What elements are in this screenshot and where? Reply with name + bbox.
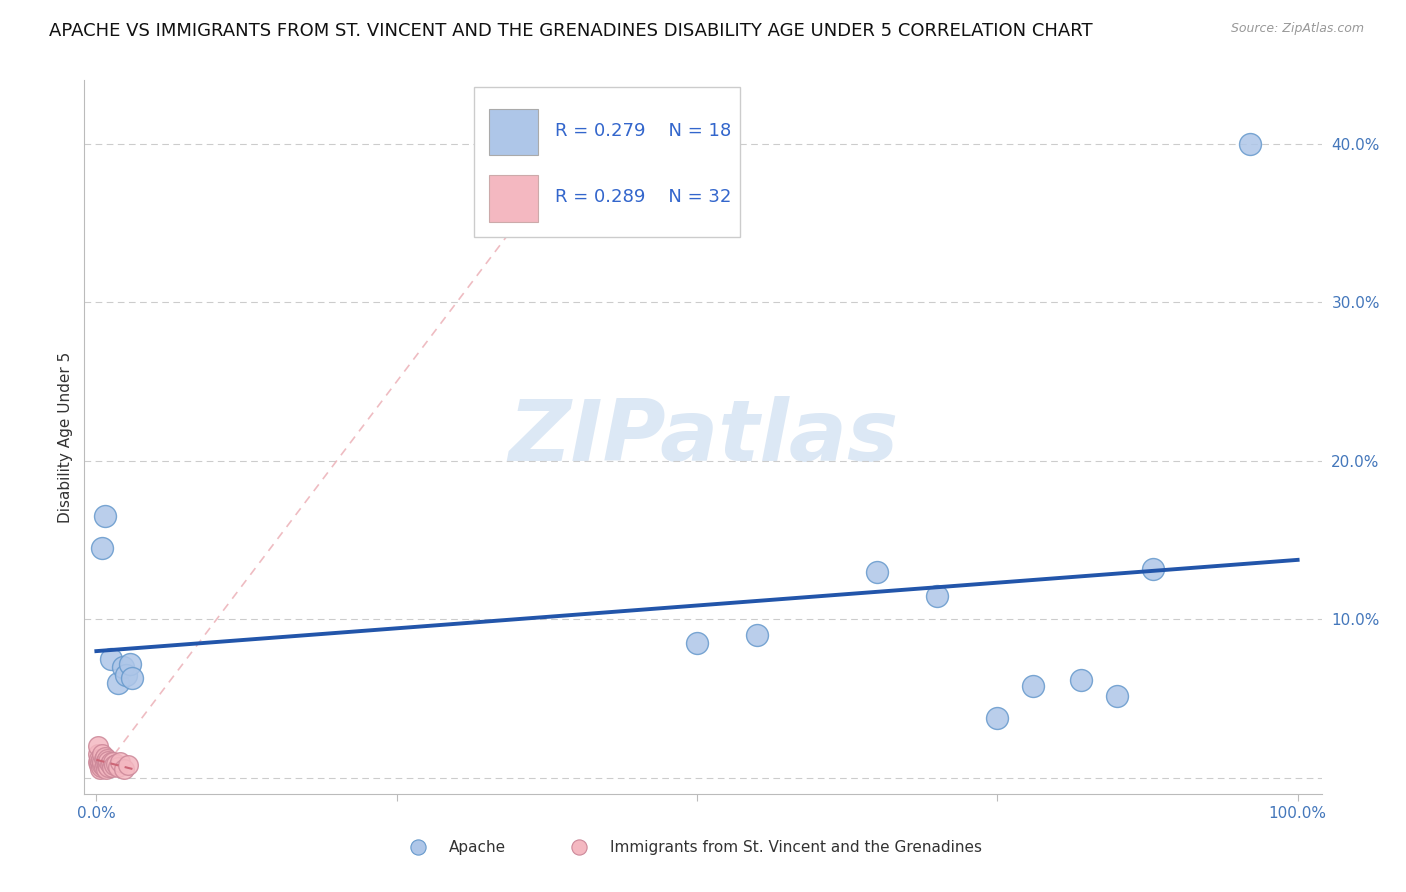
- Point: [91, 758, 114, 772]
- Bar: [489, 175, 538, 221]
- Point: [745, 628, 768, 642]
- Point: [927, 589, 949, 603]
- Point: [87, 758, 110, 772]
- Point: [686, 636, 709, 650]
- Point: [96, 758, 118, 772]
- Point: [565, 890, 588, 892]
- Point: [97, 760, 120, 774]
- Point: [87, 752, 110, 766]
- Point: [103, 758, 125, 772]
- Point: [104, 756, 127, 771]
- Text: R = 0.279    N = 18: R = 0.279 N = 18: [554, 122, 731, 140]
- Point: [94, 756, 117, 771]
- Point: [89, 762, 111, 776]
- Point: [117, 758, 139, 772]
- Point: [986, 711, 1008, 725]
- Point: [100, 755, 122, 769]
- Point: [1239, 136, 1261, 151]
- Point: [91, 747, 114, 762]
- Point: [118, 657, 141, 671]
- Y-axis label: Disability Age Under 5: Disability Age Under 5: [58, 351, 73, 523]
- Text: R = 0.289    N = 32: R = 0.289 N = 32: [554, 188, 731, 206]
- Point: [1142, 562, 1164, 576]
- Point: [866, 565, 889, 579]
- Point: [1022, 679, 1045, 693]
- Bar: [489, 109, 538, 155]
- Point: [94, 754, 117, 768]
- Point: [90, 752, 112, 766]
- Point: [93, 760, 115, 774]
- Point: [86, 755, 108, 769]
- Point: [93, 752, 115, 766]
- Point: [409, 890, 432, 892]
- Text: Apache: Apache: [450, 840, 506, 855]
- Point: [103, 755, 125, 769]
- Text: Immigrants from St. Vincent and the Grenadines: Immigrants from St. Vincent and the Gren…: [610, 840, 983, 855]
- Point: [94, 750, 117, 764]
- FancyBboxPatch shape: [474, 87, 740, 237]
- Point: [107, 760, 129, 774]
- Point: [110, 755, 132, 769]
- Point: [86, 739, 108, 754]
- Point: [90, 760, 112, 774]
- Point: [101, 760, 124, 774]
- Point: [111, 660, 134, 674]
- Point: [89, 755, 111, 769]
- Point: [98, 756, 121, 771]
- Text: APACHE VS IMMIGRANTS FROM ST. VINCENT AND THE GRENADINES DISABILITY AGE UNDER 5 : APACHE VS IMMIGRANTS FROM ST. VINCENT AN…: [49, 22, 1092, 40]
- Point: [96, 752, 118, 766]
- Point: [91, 755, 114, 769]
- Point: [100, 652, 122, 666]
- Point: [1070, 673, 1092, 687]
- Point: [107, 676, 129, 690]
- Text: Source: ZipAtlas.com: Source: ZipAtlas.com: [1230, 22, 1364, 36]
- Point: [86, 747, 108, 762]
- Point: [115, 668, 138, 682]
- Text: ZIPatlas: ZIPatlas: [508, 395, 898, 479]
- Point: [91, 541, 114, 555]
- Point: [94, 762, 117, 776]
- Point: [94, 509, 117, 524]
- Point: [1107, 689, 1129, 703]
- Point: [112, 762, 135, 776]
- Point: [97, 754, 120, 768]
- Point: [121, 671, 143, 685]
